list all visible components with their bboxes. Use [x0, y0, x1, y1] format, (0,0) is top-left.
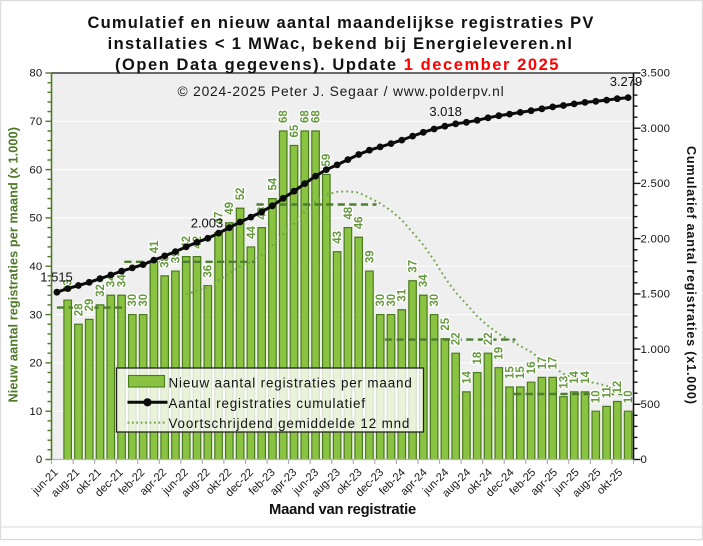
svg-text:© 2024-2025 Peter J. Segaar /: © 2024-2025 Peter J. Segaar / www.polder… [177, 84, 504, 99]
svg-text:Cumulatief en nieuw aantal maa: Cumulatief en nieuw aantal maandelijkse … [87, 14, 594, 32]
svg-text:22: 22 [483, 332, 495, 345]
svg-text:22: 22 [451, 332, 463, 345]
svg-text:36: 36 [203, 265, 215, 278]
svg-text:43: 43 [332, 231, 344, 244]
svg-text:19: 19 [494, 347, 506, 360]
svg-text:3.500: 3.500 [641, 68, 671, 80]
svg-text:54: 54 [267, 177, 279, 190]
svg-text:30: 30 [375, 294, 387, 307]
svg-text:30: 30 [429, 294, 441, 307]
svg-text:60: 60 [29, 164, 42, 176]
svg-text:41: 41 [149, 240, 161, 253]
svg-text:30: 30 [29, 309, 42, 321]
svg-text:16: 16 [526, 361, 538, 374]
svg-text:20: 20 [29, 358, 42, 370]
svg-text:10: 10 [29, 406, 42, 418]
svg-text:34: 34 [418, 274, 430, 287]
svg-text:Aantal registraties cumulatief: Aantal registraties cumulatief [169, 396, 366, 411]
svg-text:46: 46 [354, 217, 366, 230]
svg-text:2.500: 2.500 [641, 178, 671, 190]
svg-text:3.279: 3.279 [610, 74, 643, 89]
svg-text:Maand van registratie: Maand van registratie [269, 502, 416, 518]
svg-text:2.000: 2.000 [641, 233, 671, 245]
svg-text:25: 25 [440, 317, 452, 330]
svg-text:installaties < 1 MWac, bekend: installaties < 1 MWac, bekend bij Energi… [108, 35, 574, 53]
svg-text:1.000: 1.000 [641, 344, 671, 356]
svg-text:31: 31 [397, 288, 409, 301]
svg-text:29: 29 [84, 299, 96, 312]
svg-text:59: 59 [321, 154, 333, 167]
svg-text:15: 15 [515, 366, 527, 379]
svg-text:Nieuw aantal registraties per: Nieuw aantal registraties per maand [169, 375, 413, 390]
svg-text:52: 52 [235, 188, 247, 201]
svg-text:80: 80 [29, 68, 42, 80]
svg-text:48: 48 [343, 206, 355, 219]
svg-text:0: 0 [36, 454, 43, 466]
svg-text:39: 39 [364, 250, 376, 263]
svg-text:68: 68 [300, 110, 312, 123]
svg-text:18: 18 [472, 351, 484, 364]
svg-text:17: 17 [537, 357, 549, 370]
svg-text:14: 14 [461, 371, 473, 384]
svg-text:68: 68 [278, 110, 290, 123]
svg-text:Nieuw aantal registraties per: Nieuw aantal registraties per maand (x 1… [7, 127, 21, 403]
svg-text:10: 10 [591, 390, 603, 403]
svg-text:10: 10 [623, 390, 635, 403]
svg-text:30: 30 [138, 294, 150, 307]
svg-text:44: 44 [246, 226, 258, 239]
svg-text:15: 15 [505, 366, 517, 379]
svg-text:65: 65 [289, 124, 301, 137]
svg-text:500: 500 [641, 399, 661, 411]
svg-text:47: 47 [214, 212, 226, 225]
svg-text:34: 34 [117, 274, 129, 287]
svg-text:Voortschrijdend gemiddelde 12: Voortschrijdend gemiddelde 12 mnd [169, 416, 411, 431]
svg-text:30: 30 [386, 294, 398, 307]
svg-text:37: 37 [408, 260, 420, 273]
svg-text:2.003: 2.003 [191, 216, 224, 231]
svg-text:70: 70 [29, 116, 42, 128]
svg-text:40: 40 [29, 261, 42, 273]
svg-text:13: 13 [558, 376, 570, 389]
svg-text:14: 14 [580, 371, 592, 384]
svg-text:30: 30 [127, 294, 139, 307]
svg-text:49: 49 [224, 202, 236, 215]
svg-text:12: 12 [612, 381, 624, 394]
svg-text:3.018: 3.018 [429, 104, 462, 119]
svg-text:68: 68 [311, 110, 323, 123]
svg-text:17: 17 [548, 357, 560, 370]
svg-text:11: 11 [602, 386, 614, 399]
svg-text:0: 0 [641, 454, 648, 466]
svg-text:3.000: 3.000 [641, 123, 671, 135]
svg-text:14: 14 [569, 371, 581, 384]
svg-text:28: 28 [73, 303, 85, 316]
svg-text:1.500: 1.500 [641, 289, 671, 301]
svg-text:1.515: 1.515 [40, 270, 73, 285]
svg-text:32: 32 [95, 284, 107, 297]
svg-text:(Open Data gegevens). Update 1: (Open Data gegevens). Update 1 december … [115, 56, 560, 74]
svg-text:Cumulatief aantal registraties: Cumulatief aantal registraties (x1.000) [684, 146, 698, 405]
svg-text:50: 50 [29, 213, 42, 225]
